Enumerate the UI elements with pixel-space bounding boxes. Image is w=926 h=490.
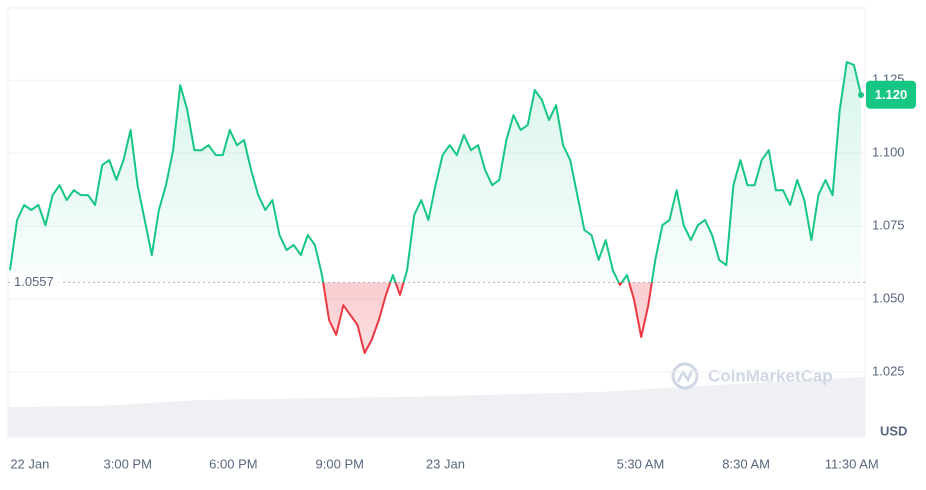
- y-unit: USD: [880, 423, 907, 438]
- y-tick-label: 1.075: [872, 217, 905, 232]
- price-area: [10, 62, 861, 353]
- baseline-label-bg: [10, 272, 60, 293]
- x-tick-label: 22 Jan: [10, 456, 49, 471]
- x-tick-label: 11:30 AM: [825, 456, 879, 471]
- y-tick-label: 1.050: [872, 290, 905, 305]
- x-tick-label: 8:30 AM: [722, 456, 770, 471]
- price-badge: [866, 80, 916, 109]
- watermark-text: CoinMarketCap: [708, 366, 833, 385]
- y-tick-label: 1.025: [872, 363, 905, 378]
- x-tick-label: 5:30 AM: [617, 456, 665, 471]
- baseline-label: 1.0557: [14, 274, 54, 289]
- volume-area: [8, 377, 865, 437]
- price-badge-label: 1.120: [875, 87, 908, 102]
- x-tick-label: 23 Jan: [426, 456, 465, 471]
- watermark: CoinMarketCap: [671, 362, 833, 390]
- x-tick-label: 3:00 PM: [104, 456, 152, 471]
- last-point: [858, 91, 864, 98]
- x-tick-label: 6:00 PM: [209, 456, 257, 471]
- x-tick-label: 9:00 PM: [316, 456, 364, 471]
- y-tick-label: 1.100: [872, 145, 905, 160]
- price-line: [9, 61, 862, 354]
